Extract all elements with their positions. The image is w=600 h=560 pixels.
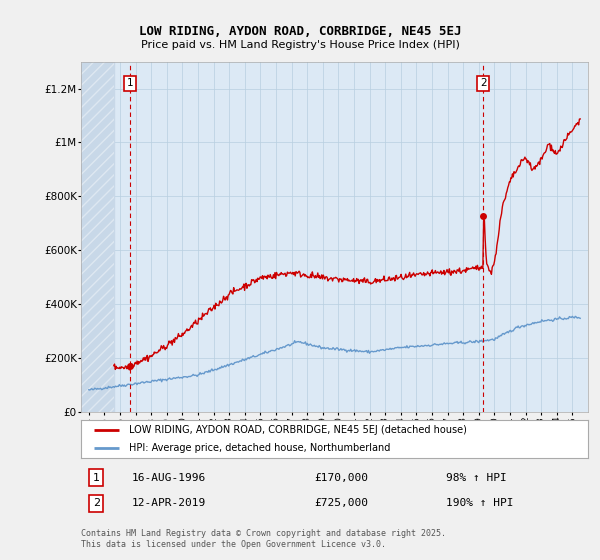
Text: 98% ↑ HPI: 98% ↑ HPI [446, 473, 507, 483]
Text: 1: 1 [93, 473, 100, 483]
Text: 2: 2 [92, 498, 100, 508]
Text: £170,000: £170,000 [314, 473, 368, 483]
Text: HPI: Average price, detached house, Northumberland: HPI: Average price, detached house, Nort… [129, 443, 391, 453]
Text: Price paid vs. HM Land Registry's House Price Index (HPI): Price paid vs. HM Land Registry's House … [140, 40, 460, 50]
Text: 16-AUG-1996: 16-AUG-1996 [132, 473, 206, 483]
Text: LOW RIDING, AYDON ROAD, CORBRIDGE, NE45 5EJ (detached house): LOW RIDING, AYDON ROAD, CORBRIDGE, NE45 … [129, 425, 467, 435]
Bar [81, 62, 114, 412]
Text: 1: 1 [127, 78, 133, 88]
Text: 190% ↑ HPI: 190% ↑ HPI [446, 498, 514, 508]
Bar [81, 62, 114, 412]
Text: £725,000: £725,000 [314, 498, 368, 508]
Text: LOW RIDING, AYDON ROAD, CORBRIDGE, NE45 5EJ: LOW RIDING, AYDON ROAD, CORBRIDGE, NE45 … [139, 25, 461, 38]
Text: Contains HM Land Registry data © Crown copyright and database right 2025.
This d: Contains HM Land Registry data © Crown c… [81, 529, 446, 549]
Text: 12-APR-2019: 12-APR-2019 [132, 498, 206, 508]
Text: 2: 2 [480, 78, 487, 88]
